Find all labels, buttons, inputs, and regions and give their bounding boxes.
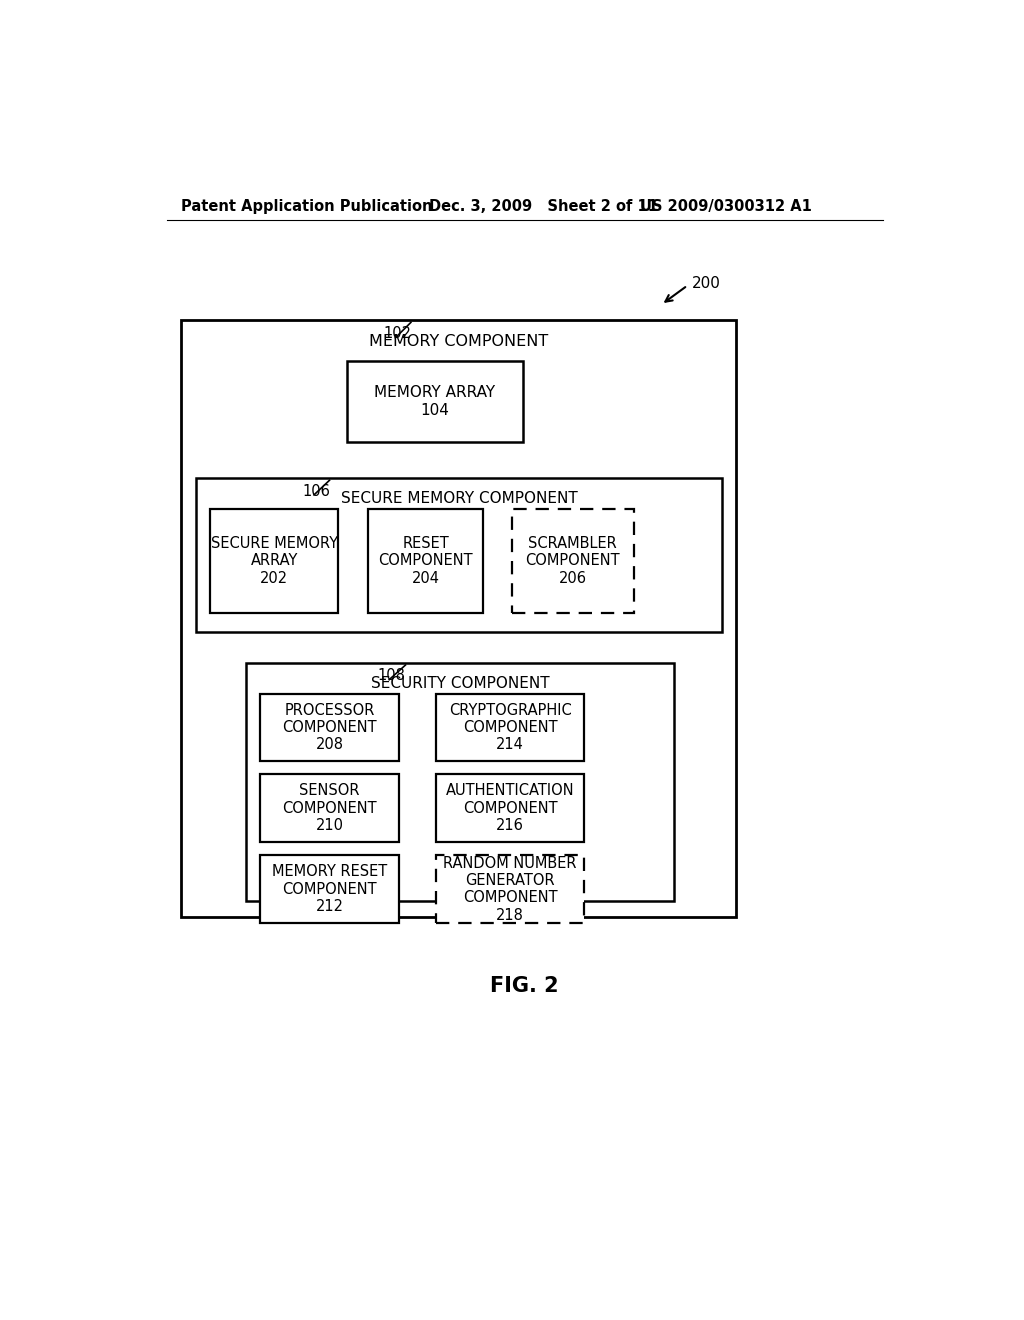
- Text: RANDOM NUMBER
GENERATOR
COMPONENT
218: RANDOM NUMBER GENERATOR COMPONENT 218: [443, 855, 577, 923]
- Text: PROCESSOR
COMPONENT
208: PROCESSOR COMPONENT 208: [283, 702, 377, 752]
- Bar: [260, 855, 399, 923]
- Text: 108: 108: [378, 668, 406, 684]
- Text: AUTHENTICATION
COMPONENT
216: AUTHENTICATION COMPONENT 216: [445, 783, 574, 833]
- Text: SECURE MEMORY
ARRAY
202: SECURE MEMORY ARRAY 202: [211, 536, 338, 586]
- Text: 106: 106: [302, 483, 331, 499]
- Text: SECURE MEMORY COMPONENT: SECURE MEMORY COMPONENT: [341, 491, 578, 507]
- Text: Dec. 3, 2009   Sheet 2 of 11: Dec. 3, 2009 Sheet 2 of 11: [429, 198, 657, 214]
- Bar: [436, 775, 584, 842]
- Text: SCRAMBLER
COMPONENT
206: SCRAMBLER COMPONENT 206: [525, 536, 621, 586]
- Bar: [197, 478, 722, 632]
- Text: SECURITY COMPONENT: SECURITY COMPONENT: [371, 676, 550, 692]
- Bar: [260, 775, 399, 842]
- Bar: [436, 855, 584, 923]
- Text: MEMORY COMPONENT: MEMORY COMPONENT: [369, 334, 548, 350]
- Bar: [260, 693, 399, 762]
- Bar: [210, 508, 338, 612]
- Text: SENSOR
COMPONENT
210: SENSOR COMPONENT 210: [283, 783, 377, 833]
- Text: 102: 102: [384, 326, 412, 342]
- Text: CRYPTOGRAPHIC
COMPONENT
214: CRYPTOGRAPHIC COMPONENT 214: [449, 702, 571, 752]
- Text: RESET
COMPONENT
204: RESET COMPONENT 204: [378, 536, 473, 586]
- Bar: [246, 663, 675, 902]
- Bar: [346, 360, 523, 442]
- Text: MEMORY RESET
COMPONENT
212: MEMORY RESET COMPONENT 212: [272, 865, 387, 913]
- Bar: [180, 321, 735, 917]
- Text: FIG. 2: FIG. 2: [490, 977, 559, 997]
- Text: 200: 200: [692, 276, 721, 290]
- Text: Patent Application Publication: Patent Application Publication: [180, 198, 432, 214]
- Bar: [369, 508, 483, 612]
- Text: MEMORY ARRAY
104: MEMORY ARRAY 104: [375, 385, 496, 417]
- Bar: [436, 693, 584, 762]
- Text: US 2009/0300312 A1: US 2009/0300312 A1: [640, 198, 811, 214]
- Bar: [512, 508, 634, 612]
